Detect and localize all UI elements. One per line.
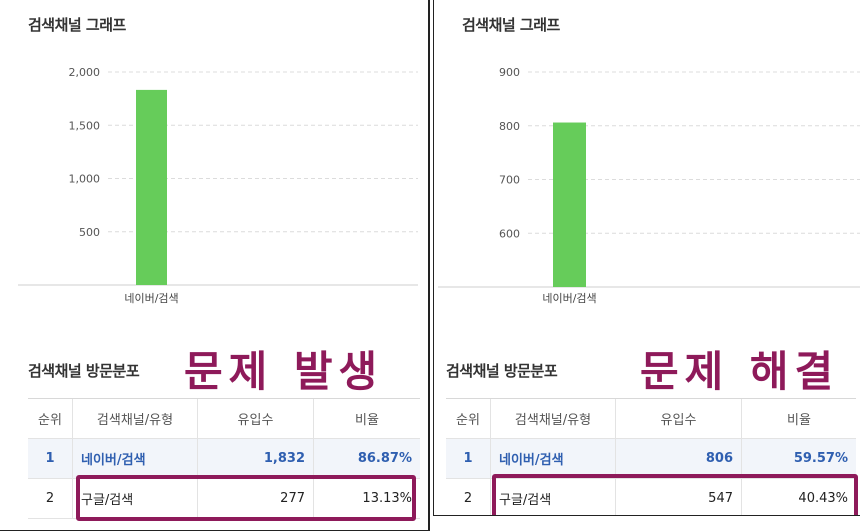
table-row[interactable]: 1 네이버/검색 1,832 86.87% <box>28 439 420 479</box>
y-tick-label: 900 <box>499 66 520 79</box>
row-inflow: 806 <box>616 439 742 478</box>
row-ratio: 86.87% <box>357 451 412 466</box>
bar-chart: 500 1,000 1,500 2,000 네이버/검색 <box>0 0 428 330</box>
row-channel-link[interactable]: 구글/검색 <box>73 479 198 518</box>
row-channel-link[interactable]: 구글/검색 <box>491 479 616 515</box>
y-tick-label: 1,500 <box>69 119 101 132</box>
y-tick-label: 1,000 <box>69 173 101 186</box>
channel-table: 순위 검색채널/유형 유입수 비율 1 네이버/검색 1,832 86.87% … <box>28 398 420 519</box>
header-ratio: 비율 <box>355 413 379 428</box>
overlay-problem-label: 문제 발생 <box>184 347 384 396</box>
chart-section-title: 검색채널 그래프 <box>28 16 126 34</box>
bar-chart-svg: 600 700 800 900 네이버/검색 <box>438 66 860 305</box>
dist-section-title: 검색채널 방문분포 <box>446 362 558 380</box>
bar <box>136 89 167 285</box>
row-channel-link[interactable]: 네이버/검색 <box>73 439 198 478</box>
table-header-row: 순위 검색채널/유형 유입수 비율 <box>28 399 420 439</box>
y-tick-label: 500 <box>79 226 100 239</box>
header-channel: 검색채널/유형 <box>491 399 616 438</box>
table-row[interactable]: 2 구글/검색 277 13.13% <box>28 479 420 519</box>
overlay-solved-label: 문제 해결 <box>640 347 840 396</box>
y-tick-label: 700 <box>499 174 520 187</box>
row-rank: 1 <box>28 439 73 478</box>
y-tick-label: 2,000 <box>69 66 101 79</box>
row-ratio: 59.57% <box>793 451 848 466</box>
header-rank: 순위 <box>28 399 73 438</box>
chart-section-title: 검색채널 그래프 <box>462 16 560 34</box>
table-header-row: 순위 검색채널/유형 유입수 비율 <box>446 399 856 439</box>
row-channel-link[interactable]: 네이버/검색 <box>491 439 616 478</box>
row-ratio: 40.43% <box>798 491 848 506</box>
header-channel: 검색채널/유형 <box>73 399 198 438</box>
table-row[interactable]: 2 구글/검색 547 40.43% <box>446 479 856 515</box>
y-tick-label: 800 <box>499 120 520 133</box>
row-ratio: 13.13% <box>362 491 412 506</box>
panel-before: 검색채널 그래프 500 1,000 1,500 2,000 네이버/검색 검색채널 방… <box>0 0 430 531</box>
x-category-label: 네이버/검색 <box>124 292 178 305</box>
bar-chart-svg: 500 1,000 1,500 2,000 네이버/검색 <box>18 66 418 305</box>
panel-after: 검색채널 그래프 600 700 800 900 네이버/검색 검색채널 방문분포 문제… <box>433 0 860 516</box>
row-inflow: 277 <box>198 479 314 518</box>
table-row[interactable]: 1 네이버/검색 806 59.57% <box>446 439 856 479</box>
row-rank: 1 <box>446 439 491 478</box>
x-category-label: 네이버/검색 <box>542 292 596 305</box>
y-tick-label: 600 <box>499 227 520 240</box>
dist-section-title: 검색채널 방문분포 <box>28 362 140 380</box>
row-inflow: 1,832 <box>198 439 314 478</box>
row-inflow: 547 <box>616 479 742 515</box>
bar-chart: 600 700 800 900 네이버/검색 <box>434 0 860 330</box>
header-rank: 순위 <box>446 399 491 438</box>
header-ratio: 비율 <box>787 413 811 428</box>
row-rank: 2 <box>28 479 73 518</box>
row-rank: 2 <box>446 479 491 515</box>
bar <box>553 122 586 288</box>
header-inflow: 유입수 <box>616 399 742 438</box>
header-inflow: 유입수 <box>198 399 314 438</box>
channel-table: 순위 검색채널/유형 유입수 비율 1 네이버/검색 806 59.57% 2 … <box>446 398 856 515</box>
